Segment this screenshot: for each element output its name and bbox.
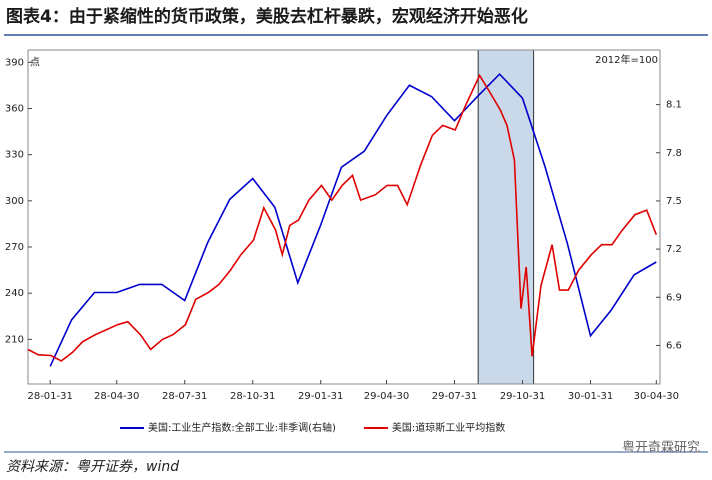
- x-tick-label: 29-04-30: [364, 391, 409, 402]
- watermark: 粤开奇霖研究: [622, 440, 700, 456]
- x-tick-label: 29-01-31: [298, 391, 343, 402]
- chart-title: 图表4：由于紧缩性的货币政策，美股去杠杆暴跌，宏观经济开始恶化: [6, 6, 528, 27]
- y2-tick-label: 6.6: [666, 340, 682, 351]
- y-tick-label: 330: [5, 150, 24, 161]
- shade-period: [477, 49, 535, 385]
- y-tick-label: 270: [5, 242, 24, 253]
- y-tick-label: 390: [5, 57, 24, 68]
- x-tick-label: 30-04-30: [634, 391, 679, 402]
- data-line: [49, 72, 657, 367]
- y-tick-label: 210: [5, 334, 24, 345]
- x-tick-label: 28-01-31: [27, 391, 72, 402]
- x-tick-label: 28-07-31: [162, 391, 207, 402]
- y2-tick-label: 8.1: [666, 100, 682, 111]
- legend-label: 美国:道琼斯工业平均指数: [392, 421, 505, 434]
- x-tick-label: 30-01-31: [568, 391, 613, 402]
- y2-tick-label: 7.8: [666, 148, 682, 159]
- legend-label: 美国:工业生产指数:全部工业:非季调(右轴): [148, 421, 336, 434]
- y2-tick-label: 7.2: [666, 244, 682, 255]
- y2-unit: 2012年=100: [595, 53, 658, 66]
- x-tick-label: 28-10-31: [230, 391, 275, 402]
- y-tick-label: 240: [5, 288, 24, 299]
- source: 资料来源：粤开证券，wind: [6, 459, 179, 475]
- x-tick-label: 29-07-31: [432, 391, 477, 402]
- y-unit: 点: [30, 56, 40, 68]
- data-line: [27, 73, 658, 362]
- y2-tick-label: 7.5: [666, 196, 682, 207]
- y2-tick-label: 6.9: [666, 292, 682, 303]
- x-tick-label: 29-10-31: [500, 391, 545, 402]
- y-tick-label: 300: [5, 196, 24, 207]
- y-tick-label: 360: [5, 103, 24, 114]
- x-tick-label: 28-04-30: [94, 391, 139, 402]
- plot-frame: [27, 49, 661, 385]
